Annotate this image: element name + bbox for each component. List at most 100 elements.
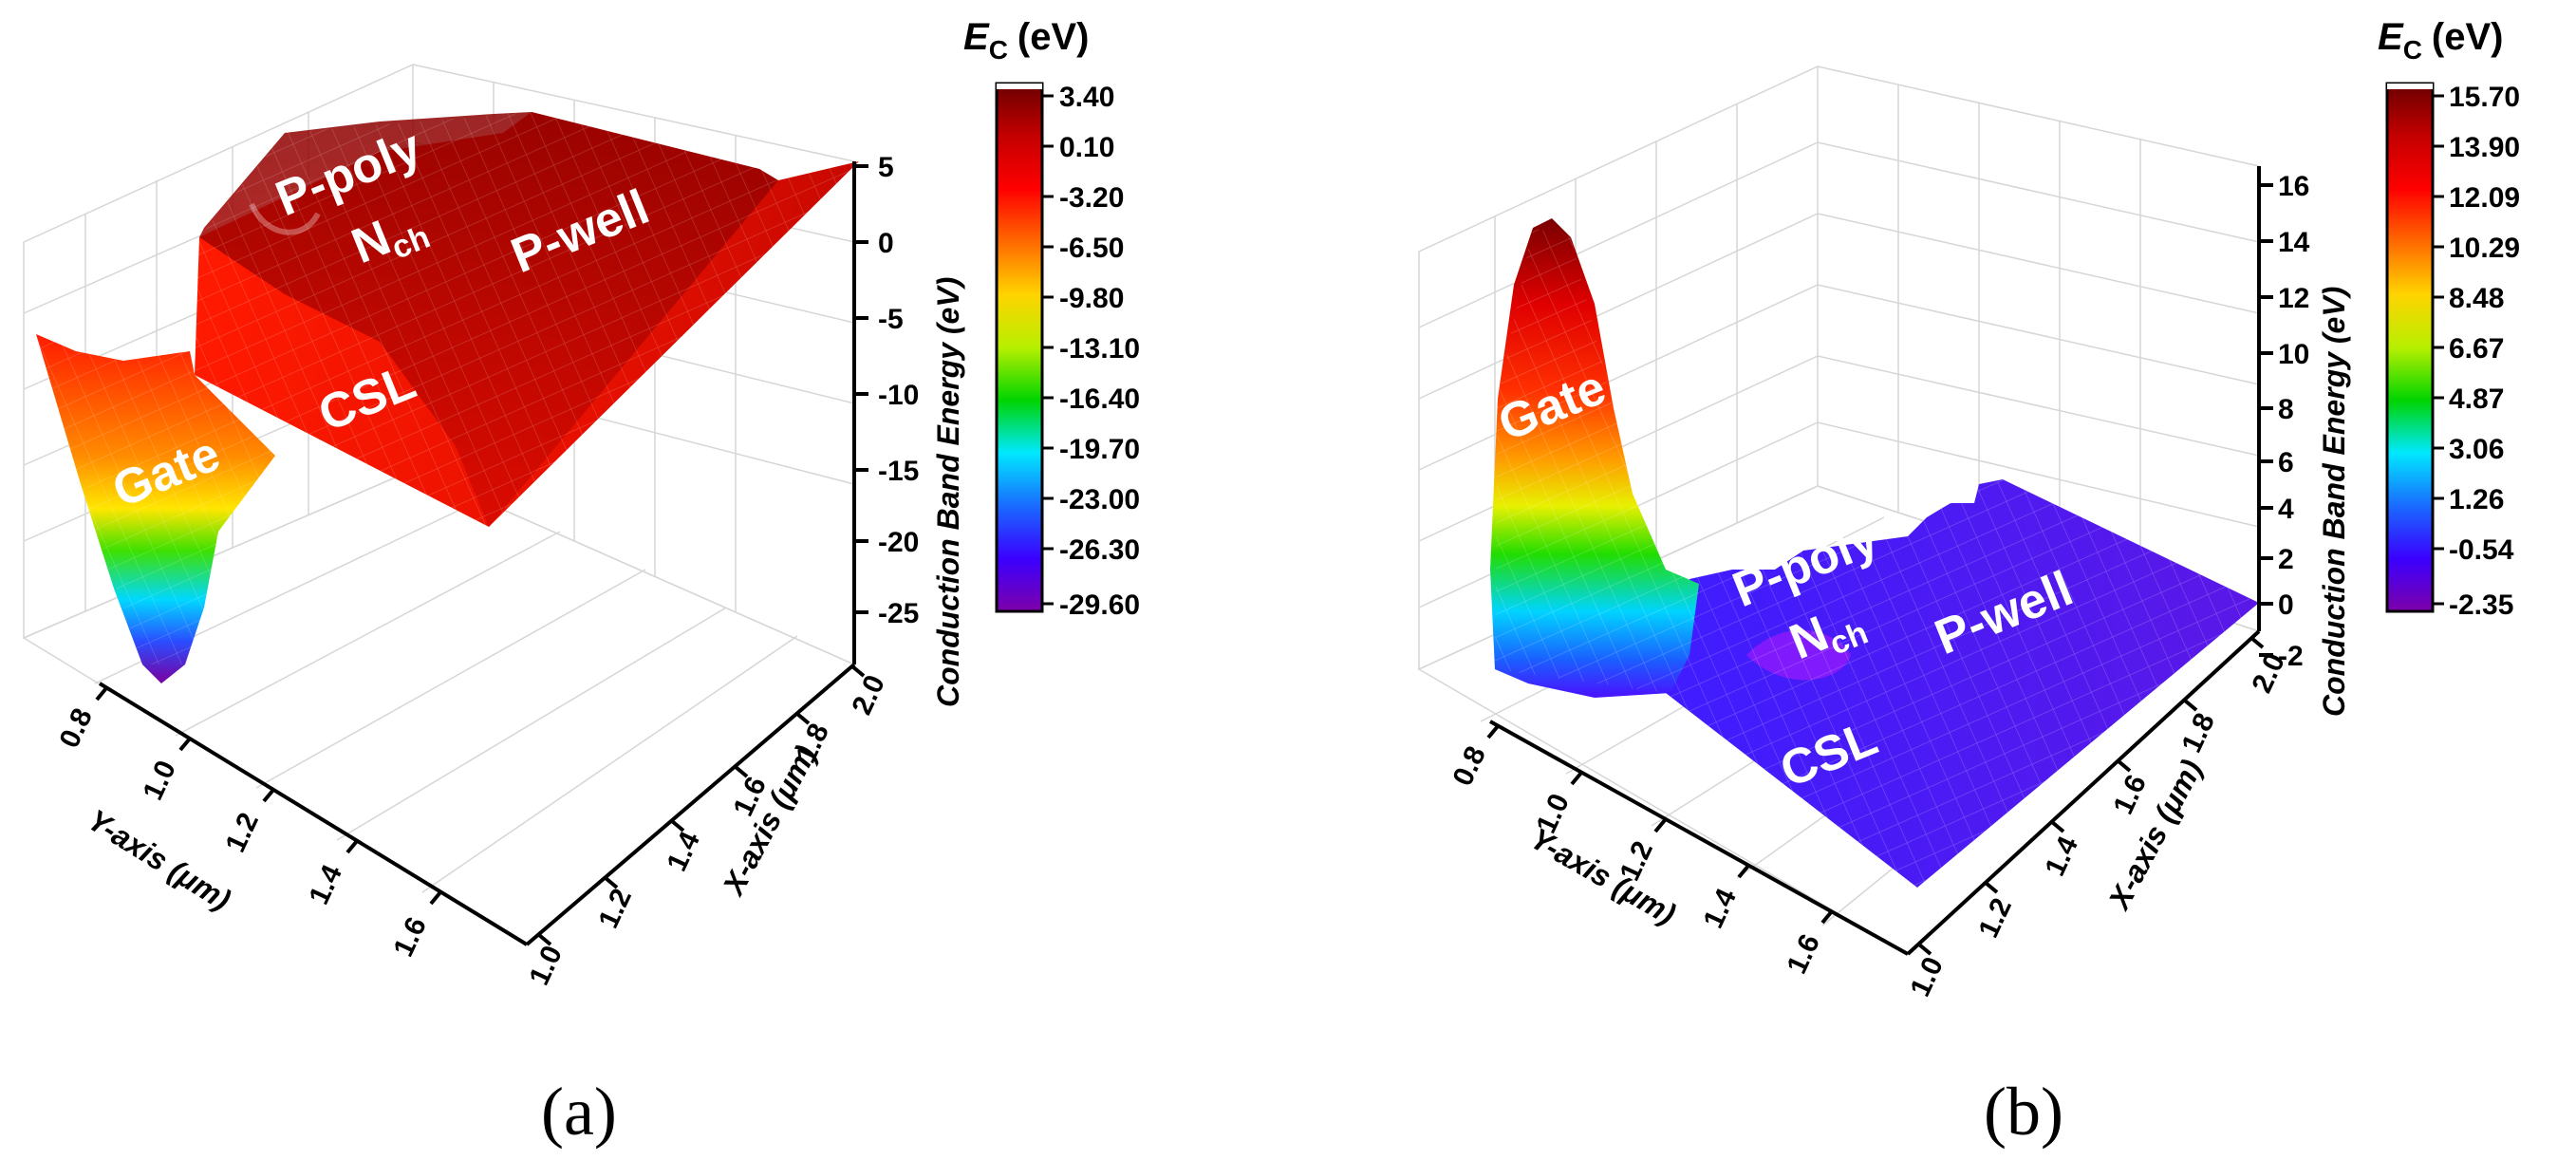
cb-tick-label: -29.60 [1059, 589, 1140, 621]
y-tick-label: 1.2 [219, 808, 265, 857]
z-tick-label: 4 [2278, 494, 2294, 525]
z-tick-b-7: 2 [2259, 544, 2294, 575]
z-tick-label: 12 [2278, 283, 2309, 314]
panel-b-z-ticks: 16 14 12 10 8 6 4 2 0 -2 [2259, 171, 2310, 672]
panel-a: 5 0 -5 -10 -15 -20 -25 Conduction Band E… [22, 16, 1140, 1150]
z-tick-label: 2 [2278, 544, 2294, 575]
panel-a-colorbar-ticks: 3.40 0.10 -3.20 -6.50 -9.80 -13.10 -16.4… [1042, 82, 1140, 621]
panel-b-colorbar-bar [2385, 82, 2435, 613]
cb-tick-label: -0.54 [2449, 534, 2514, 566]
cb-tick-label: 0.10 [1059, 132, 1114, 163]
cb-tick-a-5: -13.10 [1042, 333, 1140, 365]
cb-tick-label: -9.80 [1059, 283, 1124, 314]
panel-a-colorbar-title: EC (eV) [963, 16, 1090, 65]
cb-tick-label: -19.70 [1059, 434, 1140, 465]
cb-tick-label: -6.50 [1059, 233, 1124, 264]
cb-tick-label: 4.87 [2449, 384, 2504, 415]
cb-tick-label: -23.00 [1059, 484, 1140, 515]
cb-tick-a-10: -29.60 [1042, 589, 1140, 621]
panel-a-surface [36, 112, 859, 683]
z-tick-label: 16 [2278, 171, 2309, 202]
cb-tick-label: 12.09 [2449, 182, 2520, 214]
cb-tick-b-4: 8.48 [2433, 283, 2504, 314]
y-tick-label: 1.6 [1781, 929, 1826, 979]
x-tick-label: 1.4 [661, 827, 706, 876]
z-tick-a-0: 5 [854, 152, 894, 183]
x-tick-label: 1.0 [523, 941, 569, 990]
y-tick-a-0: 0.8 [53, 686, 108, 753]
x-tick-b-3: 1.6 [2107, 759, 2153, 819]
panel-b-label: (b) [1984, 1074, 2063, 1150]
cb-tick-label: 3.06 [2449, 434, 2504, 465]
cb-tick-a-3: -6.50 [1042, 233, 1124, 264]
cb-tick-label: -16.40 [1059, 384, 1140, 415]
z-tick-a-6: -25 [854, 598, 919, 629]
cb-title-c: C [989, 35, 1008, 65]
x-tick-a-5: 2.0 [846, 664, 891, 720]
cb-title-unit: (eV) [2432, 16, 2504, 58]
z-tick-label: 10 [2278, 339, 2309, 370]
z-tick-b-3: 10 [2259, 339, 2309, 370]
panel-b-y-axis [1489, 720, 1909, 956]
z-tick-label: -15 [878, 456, 919, 487]
x-tick-b-1: 1.2 [1972, 881, 2018, 943]
cb-tick-b-9: -0.54 [2433, 534, 2514, 566]
panel-b-axes [1489, 166, 2261, 956]
panel-a-label: (a) [541, 1074, 617, 1150]
x-tick-label: 2.0 [846, 670, 891, 720]
cb-tick-a-1: 0.10 [1042, 132, 1114, 163]
colorbar-top-highlight [997, 84, 1042, 89]
x-tick-label: 1.8 [2175, 708, 2221, 758]
panel-b: 16 14 12 10 8 6 4 2 0 -2 Conduction Band… [1417, 16, 2520, 1150]
cb-tick-label: -13.10 [1059, 333, 1140, 365]
z-tick-a-5: -20 [854, 527, 919, 558]
panel-a-x-title: X-axis (μm) [715, 739, 823, 902]
cb-tick-a-2: -3.20 [1042, 182, 1124, 214]
z-tick-b-1: 14 [2259, 227, 2310, 258]
y-tick-label: 1.0 [137, 756, 182, 805]
cb-tick-a-4: -9.80 [1042, 283, 1124, 314]
y-tick-a-2: 1.2 [219, 788, 275, 857]
y-tick-a-3: 1.4 [303, 839, 359, 909]
z-tick-b-4: 8 [2259, 394, 2294, 425]
cb-title-e: E [2378, 16, 2404, 58]
panel-b-colorbar: EC (eV) 15.70 13.90 12.09 10.29 8.48 6.67… [2378, 16, 2520, 621]
cb-tick-a-8: -23.00 [1042, 484, 1140, 515]
cb-tick-b-1: 13.90 [2433, 132, 2520, 163]
z-tick-label: -5 [878, 304, 904, 335]
z-tick-b-9: -2 [2259, 641, 2304, 672]
panel-b-x-axis [1906, 629, 2261, 956]
panel-b-x-title: X-axis (μm) [2100, 754, 2209, 916]
y-tick-label: 1.6 [387, 912, 433, 962]
cb-tick-b-7: 3.06 [2433, 434, 2504, 465]
z-tick-a-1: 0 [854, 228, 894, 259]
z-tick-a-3: -10 [854, 380, 919, 411]
cb-title-e: E [963, 16, 990, 58]
panel-a-z-title: Conduction Band Energy (eV) [931, 277, 965, 707]
panel-b-surface [1490, 218, 2259, 888]
panel-a-axes [98, 161, 856, 946]
panel-a-mesh [36, 112, 859, 664]
panel-a-z-ticks: 5 0 -5 -10 -15 -20 -25 [854, 152, 919, 629]
y-tick-b-4: 1.6 [1781, 909, 1834, 979]
cb-title-c: C [2403, 35, 2422, 65]
z-tick-label: -25 [878, 598, 919, 629]
z-tick-label: -10 [878, 380, 919, 411]
panel-b-colorbar-title: EC (eV) [2378, 16, 2504, 65]
z-tick-label: -20 [878, 527, 919, 558]
cb-tick-b-6: 4.87 [2433, 384, 2504, 415]
z-tick-label: 8 [2278, 394, 2294, 425]
z-tick-b-5: 6 [2259, 447, 2294, 478]
y-tick-b-3: 1.4 [1697, 864, 1750, 933]
panel-a-colorbar-bar [995, 82, 1044, 613]
z-tick-b-6: 4 [2259, 494, 2294, 525]
z-tick-a-4: -15 [854, 456, 919, 487]
cb-tick-b-10: -2.35 [2433, 589, 2513, 621]
x-tick-label: 1.6 [2107, 770, 2153, 819]
cb-tick-b-2: 12.09 [2433, 182, 2520, 214]
x-tick-label: 1.2 [592, 884, 638, 933]
cb-tick-b-3: 10.29 [2433, 233, 2520, 264]
cb-tick-a-9: -26.30 [1042, 534, 1140, 566]
panel-b-y-title: Y-axis (μm) [1525, 821, 1682, 931]
